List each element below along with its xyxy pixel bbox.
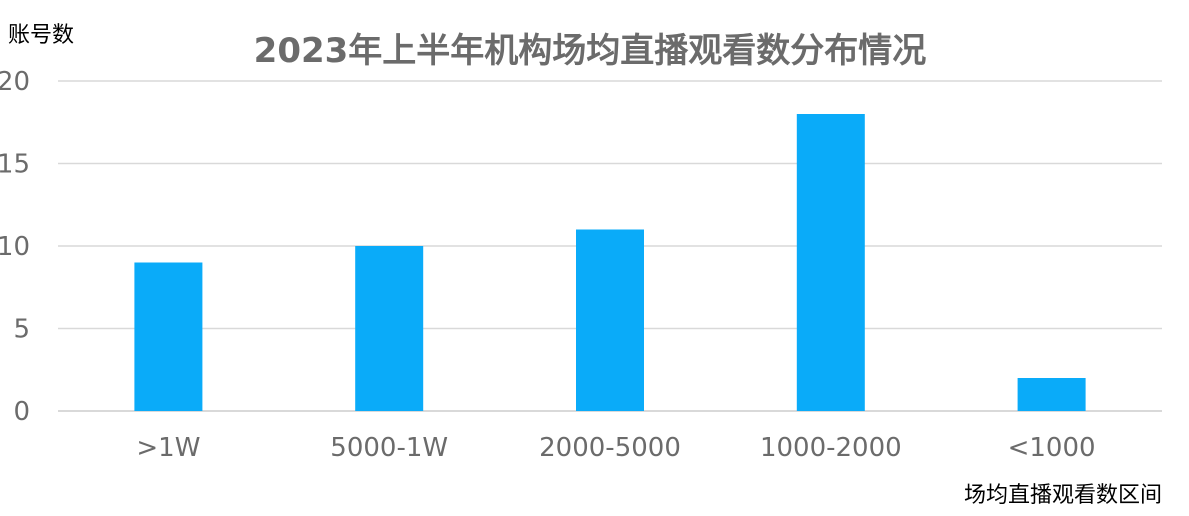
bar	[796, 114, 865, 411]
x-tick-label: <1000	[1008, 433, 1096, 463]
bar	[355, 246, 424, 411]
bar	[576, 229, 644, 411]
x-tick-labels: >1W 5000-1W 2000-5000 1000-2000 <1000	[136, 433, 1095, 463]
x-tick-label: >1W	[136, 433, 200, 463]
bar	[1017, 378, 1086, 411]
y-axis-label: 账号数	[8, 23, 74, 48]
x-tick-label: 5000-1W	[330, 433, 448, 463]
y-tick-label: 10	[0, 232, 30, 262]
y-tick-labels: 0 5 10 15 20	[0, 67, 30, 427]
bars	[134, 114, 1086, 411]
x-axis-label: 场均直播观看数区间	[964, 483, 1162, 508]
x-tick-label: 1000-2000	[760, 433, 902, 463]
y-tick-label: 15	[0, 150, 30, 180]
x-tick-label: 2000-5000	[539, 433, 681, 463]
chart-title: 2023年上半年机构场均直播观看数分布情况	[254, 31, 927, 71]
y-tick-label: 5	[13, 315, 30, 345]
y-tick-label: 20	[0, 67, 30, 97]
bar	[134, 262, 203, 411]
y-tick-label: 0	[13, 397, 30, 427]
